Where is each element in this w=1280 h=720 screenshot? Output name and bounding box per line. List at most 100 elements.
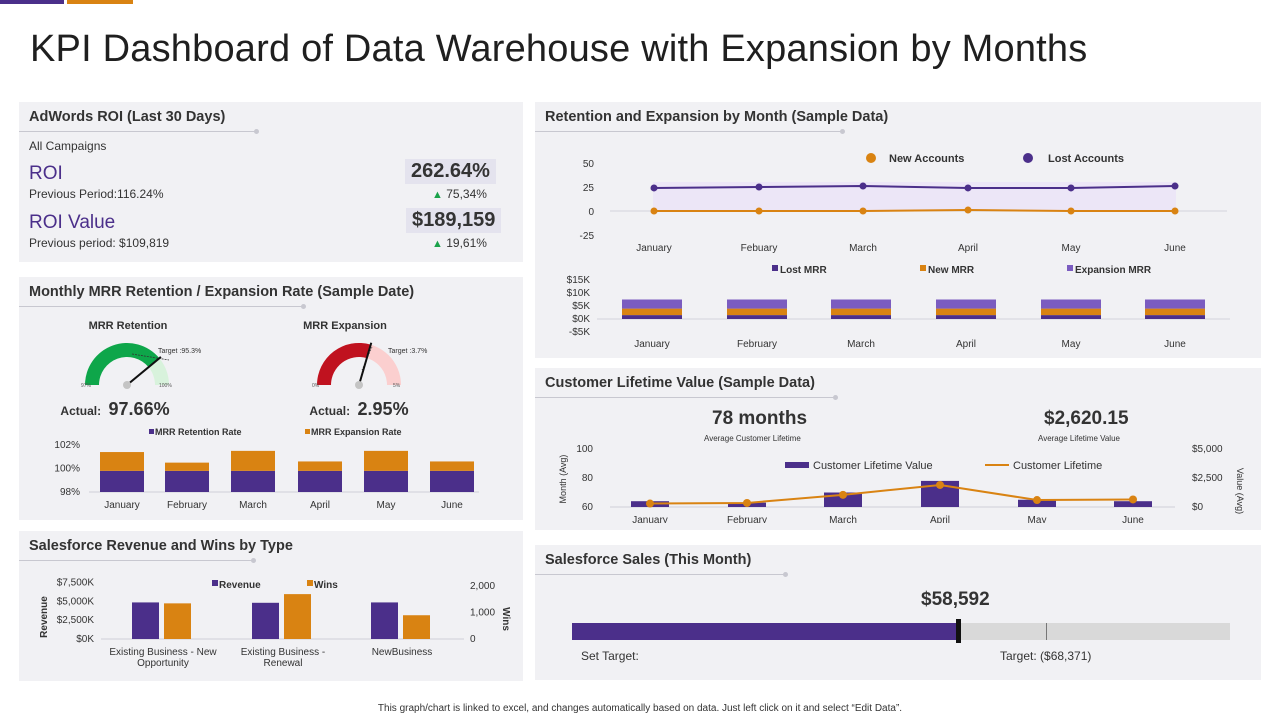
legend-marker-new-accounts xyxy=(866,153,876,163)
x-tick-label: February xyxy=(167,500,207,511)
y2-tick-label: $2,500 xyxy=(1192,473,1223,484)
bar-expansion-rate xyxy=(364,450,408,471)
legend-label-retention-rate: MRR Retention Rate xyxy=(155,427,242,437)
bar-lost-mrr xyxy=(1041,315,1101,319)
up-arrow-icon: ▲ xyxy=(432,238,443,250)
bar-lost-mrr xyxy=(622,315,682,319)
bar-wins xyxy=(284,594,311,639)
bar-new-mrr xyxy=(727,308,787,316)
point-customer-lifetime xyxy=(646,499,654,508)
bar-lost-mrr xyxy=(831,315,891,319)
roi-label: ROI xyxy=(29,163,63,184)
y2-tick-label: 1,000 xyxy=(470,608,495,619)
retention-actual: Actual: 97.66% xyxy=(60,399,169,419)
point-new-accounts xyxy=(859,207,867,215)
clv-months-label: Average Customer Lifetime xyxy=(704,434,801,443)
legend-swatch-lost-mrr xyxy=(772,265,778,271)
line-customer-lifetime xyxy=(649,483,1134,505)
y-tick-label: 0 xyxy=(588,207,594,218)
y-axis-title: Month (Avg) xyxy=(558,455,568,504)
bar-customer-lifetime-value xyxy=(1114,501,1152,507)
retention-target-marker xyxy=(131,353,170,361)
x-tick-label: March xyxy=(829,515,857,523)
point-lost-accounts xyxy=(1171,182,1179,190)
y-tick-label: 100 xyxy=(576,444,593,455)
expansion-min: 0% xyxy=(312,383,320,389)
point-customer-lifetime xyxy=(1033,496,1041,505)
bar-lost-mrr xyxy=(936,315,996,319)
bar-new-mrr xyxy=(831,308,891,316)
legend-label-new-mrr: New MRR xyxy=(928,265,975,276)
point-lost-accounts xyxy=(964,184,972,192)
point-lost-accounts xyxy=(1067,184,1075,192)
x-tick-label: June xyxy=(1122,515,1144,523)
roi-previous: Previous Period:116.24% xyxy=(29,187,164,201)
expansion-actual: Actual: 2.95% xyxy=(309,399,408,419)
mrr-chart: MRR Retention MRR Expansion Target :95.3… xyxy=(54,320,479,511)
adwords-title-rule xyxy=(19,129,259,134)
legend-label-lost-mrr: Lost MRR xyxy=(780,265,827,276)
y-tick-label: 60 xyxy=(582,502,594,513)
sales-progress-marker xyxy=(956,619,961,643)
x-tick-label: March xyxy=(847,339,875,350)
bar-expansion-mrr xyxy=(727,299,787,309)
legend-swatch-revenue xyxy=(212,580,218,586)
bar-expansion-mrr xyxy=(1145,299,1205,309)
sales-amount: $58,592 xyxy=(921,589,990,610)
bar-expansion-mrr xyxy=(936,299,996,309)
bar-revenue xyxy=(252,602,279,639)
roi-value-previous: Previous period: $109,819 xyxy=(29,236,170,250)
bar-retention-rate xyxy=(364,470,408,492)
legend-swatch-retention-rate xyxy=(149,429,154,434)
y2-axis-title: Value (Avg) xyxy=(1235,468,1245,514)
bar-expansion-rate xyxy=(430,461,474,471)
sales-progress-fill xyxy=(572,623,958,640)
clv-value-label: Average Lifetime Value xyxy=(1038,434,1120,443)
bar-new-mrr xyxy=(1041,308,1101,316)
x-tick-label: Existing Business - New Opportunity xyxy=(109,647,217,669)
retention-expansion-rule xyxy=(535,129,845,134)
mrr-title-rule xyxy=(19,304,306,309)
legend-label-clv: Customer Lifetime Value xyxy=(813,460,933,472)
expansion-gauge-fill xyxy=(317,343,371,385)
y-tick-label: $15K xyxy=(567,275,591,286)
bar-retention-rate xyxy=(231,470,275,492)
legend-label-expansion-mrr: Expansion MRR xyxy=(1075,265,1152,276)
y2-tick-label: $5,000 xyxy=(1192,444,1223,455)
bar-new-mrr xyxy=(622,308,682,316)
x-tick-label: April xyxy=(310,500,330,511)
x-tick-label: NewBusiness xyxy=(372,647,433,658)
y-tick-label: $0K xyxy=(76,634,94,645)
bar-wins xyxy=(403,615,430,639)
y-tick-label: $5,000K xyxy=(57,596,95,607)
x-tick-label: June xyxy=(1164,243,1186,254)
point-customer-lifetime xyxy=(936,480,944,489)
point-lost-accounts xyxy=(650,184,658,192)
x-tick-label: Existing Business -Renewal xyxy=(241,647,325,669)
legend-swatch-clv xyxy=(785,462,809,468)
mrr-title: Monthly MRR Retention / Expansion Rate (… xyxy=(29,284,415,300)
point-customer-lifetime xyxy=(1129,495,1137,504)
legend-swatch-wins xyxy=(307,580,313,586)
clv-title-rule xyxy=(535,395,838,400)
bar-revenue xyxy=(371,602,398,639)
y-tick-label: $7,500K xyxy=(57,577,95,588)
retention-actual-value: 97.66% xyxy=(109,399,170,419)
point-customer-lifetime xyxy=(743,498,751,507)
x-tick-label: May xyxy=(377,500,396,511)
expansion-gauge-hub xyxy=(355,381,363,389)
point-customer-lifetime xyxy=(839,490,847,499)
salesforce-revenue-chart: Revenue Wins $7,500K $5,000K $2,500K $0K 2,000… xyxy=(39,577,511,669)
legend-label-expansion-rate: MRR Expansion Rate xyxy=(311,427,402,437)
page-title: KPI Dashboard of Data Warehouse with Exp… xyxy=(30,28,1088,70)
adwords-panel: AdWords ROI (Last 30 Days) All Campaigns… xyxy=(19,102,523,262)
retention-max: 100% xyxy=(159,383,172,389)
line-lost-accounts xyxy=(653,185,1176,189)
adwords-title: AdWords ROI (Last 30 Days) xyxy=(29,109,226,125)
salesforce-revenue-rule xyxy=(19,558,256,563)
legend-swatch-expansion-mrr xyxy=(1067,265,1073,271)
bar-expansion-mrr xyxy=(622,299,682,309)
legend-swatch-new-mrr xyxy=(920,265,926,271)
clv-chart: 100 80 60 $5,000 $2,500 $0 Month (Avg) Value (A… xyxy=(558,444,1245,523)
bar-retention-rate xyxy=(430,470,474,492)
